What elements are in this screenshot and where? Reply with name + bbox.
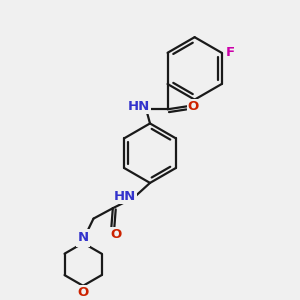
Text: HN: HN — [114, 190, 136, 203]
Text: O: O — [188, 100, 199, 113]
Text: N: N — [77, 230, 88, 244]
Text: O: O — [110, 228, 122, 241]
Text: HN: HN — [128, 100, 150, 113]
Text: F: F — [225, 46, 235, 59]
Text: N: N — [77, 233, 88, 246]
Text: O: O — [77, 286, 89, 299]
